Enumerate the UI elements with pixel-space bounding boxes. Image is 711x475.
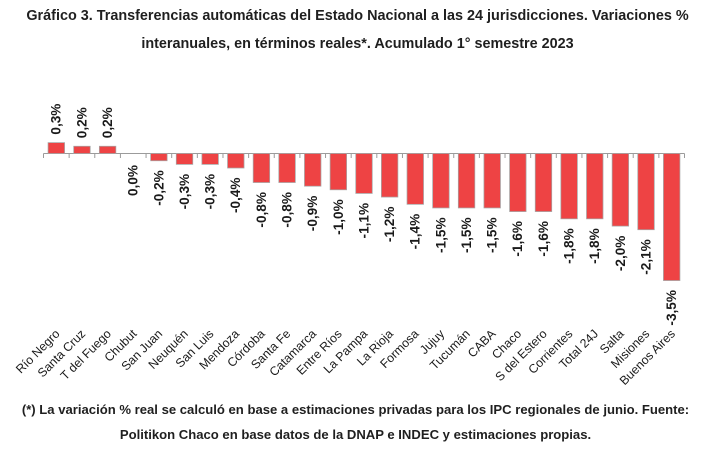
svg-text:0,0%: 0,0%: [126, 165, 141, 196]
svg-text:-3,5%: -3,5%: [664, 290, 679, 326]
svg-text:-0,3%: -0,3%: [177, 174, 192, 210]
svg-text:0,2%: 0,2%: [74, 107, 89, 138]
svg-text:-0,9%: -0,9%: [305, 196, 320, 232]
svg-text:-1,2%: -1,2%: [382, 207, 397, 243]
svg-text:-1,8%: -1,8%: [587, 228, 602, 264]
svg-text:-1,0%: -1,0%: [331, 199, 346, 235]
svg-text:-0,2%: -0,2%: [151, 170, 166, 206]
svg-text:-0,8%: -0,8%: [279, 192, 294, 228]
svg-text:-1,6%: -1,6%: [510, 221, 525, 257]
svg-text:-1,1%: -1,1%: [356, 203, 371, 239]
svg-text:-1,5%: -1,5%: [485, 217, 500, 253]
svg-text:0,3%: 0,3%: [49, 104, 64, 135]
svg-text:-2,1%: -2,1%: [638, 239, 653, 275]
svg-text:-1,6%: -1,6%: [536, 221, 551, 257]
svg-text:-1,4%: -1,4%: [408, 214, 423, 250]
svg-text:-1,5%: -1,5%: [433, 217, 448, 253]
svg-text:-0,4%: -0,4%: [228, 178, 243, 214]
svg-text:-0,8%: -0,8%: [254, 192, 269, 228]
svg-text:-1,5%: -1,5%: [459, 217, 474, 253]
svg-text:0,2%: 0,2%: [100, 107, 115, 138]
svg-text:-2,0%: -2,0%: [613, 236, 628, 272]
svg-text:-1,8%: -1,8%: [562, 228, 577, 264]
svg-text:-0,3%: -0,3%: [203, 174, 218, 210]
